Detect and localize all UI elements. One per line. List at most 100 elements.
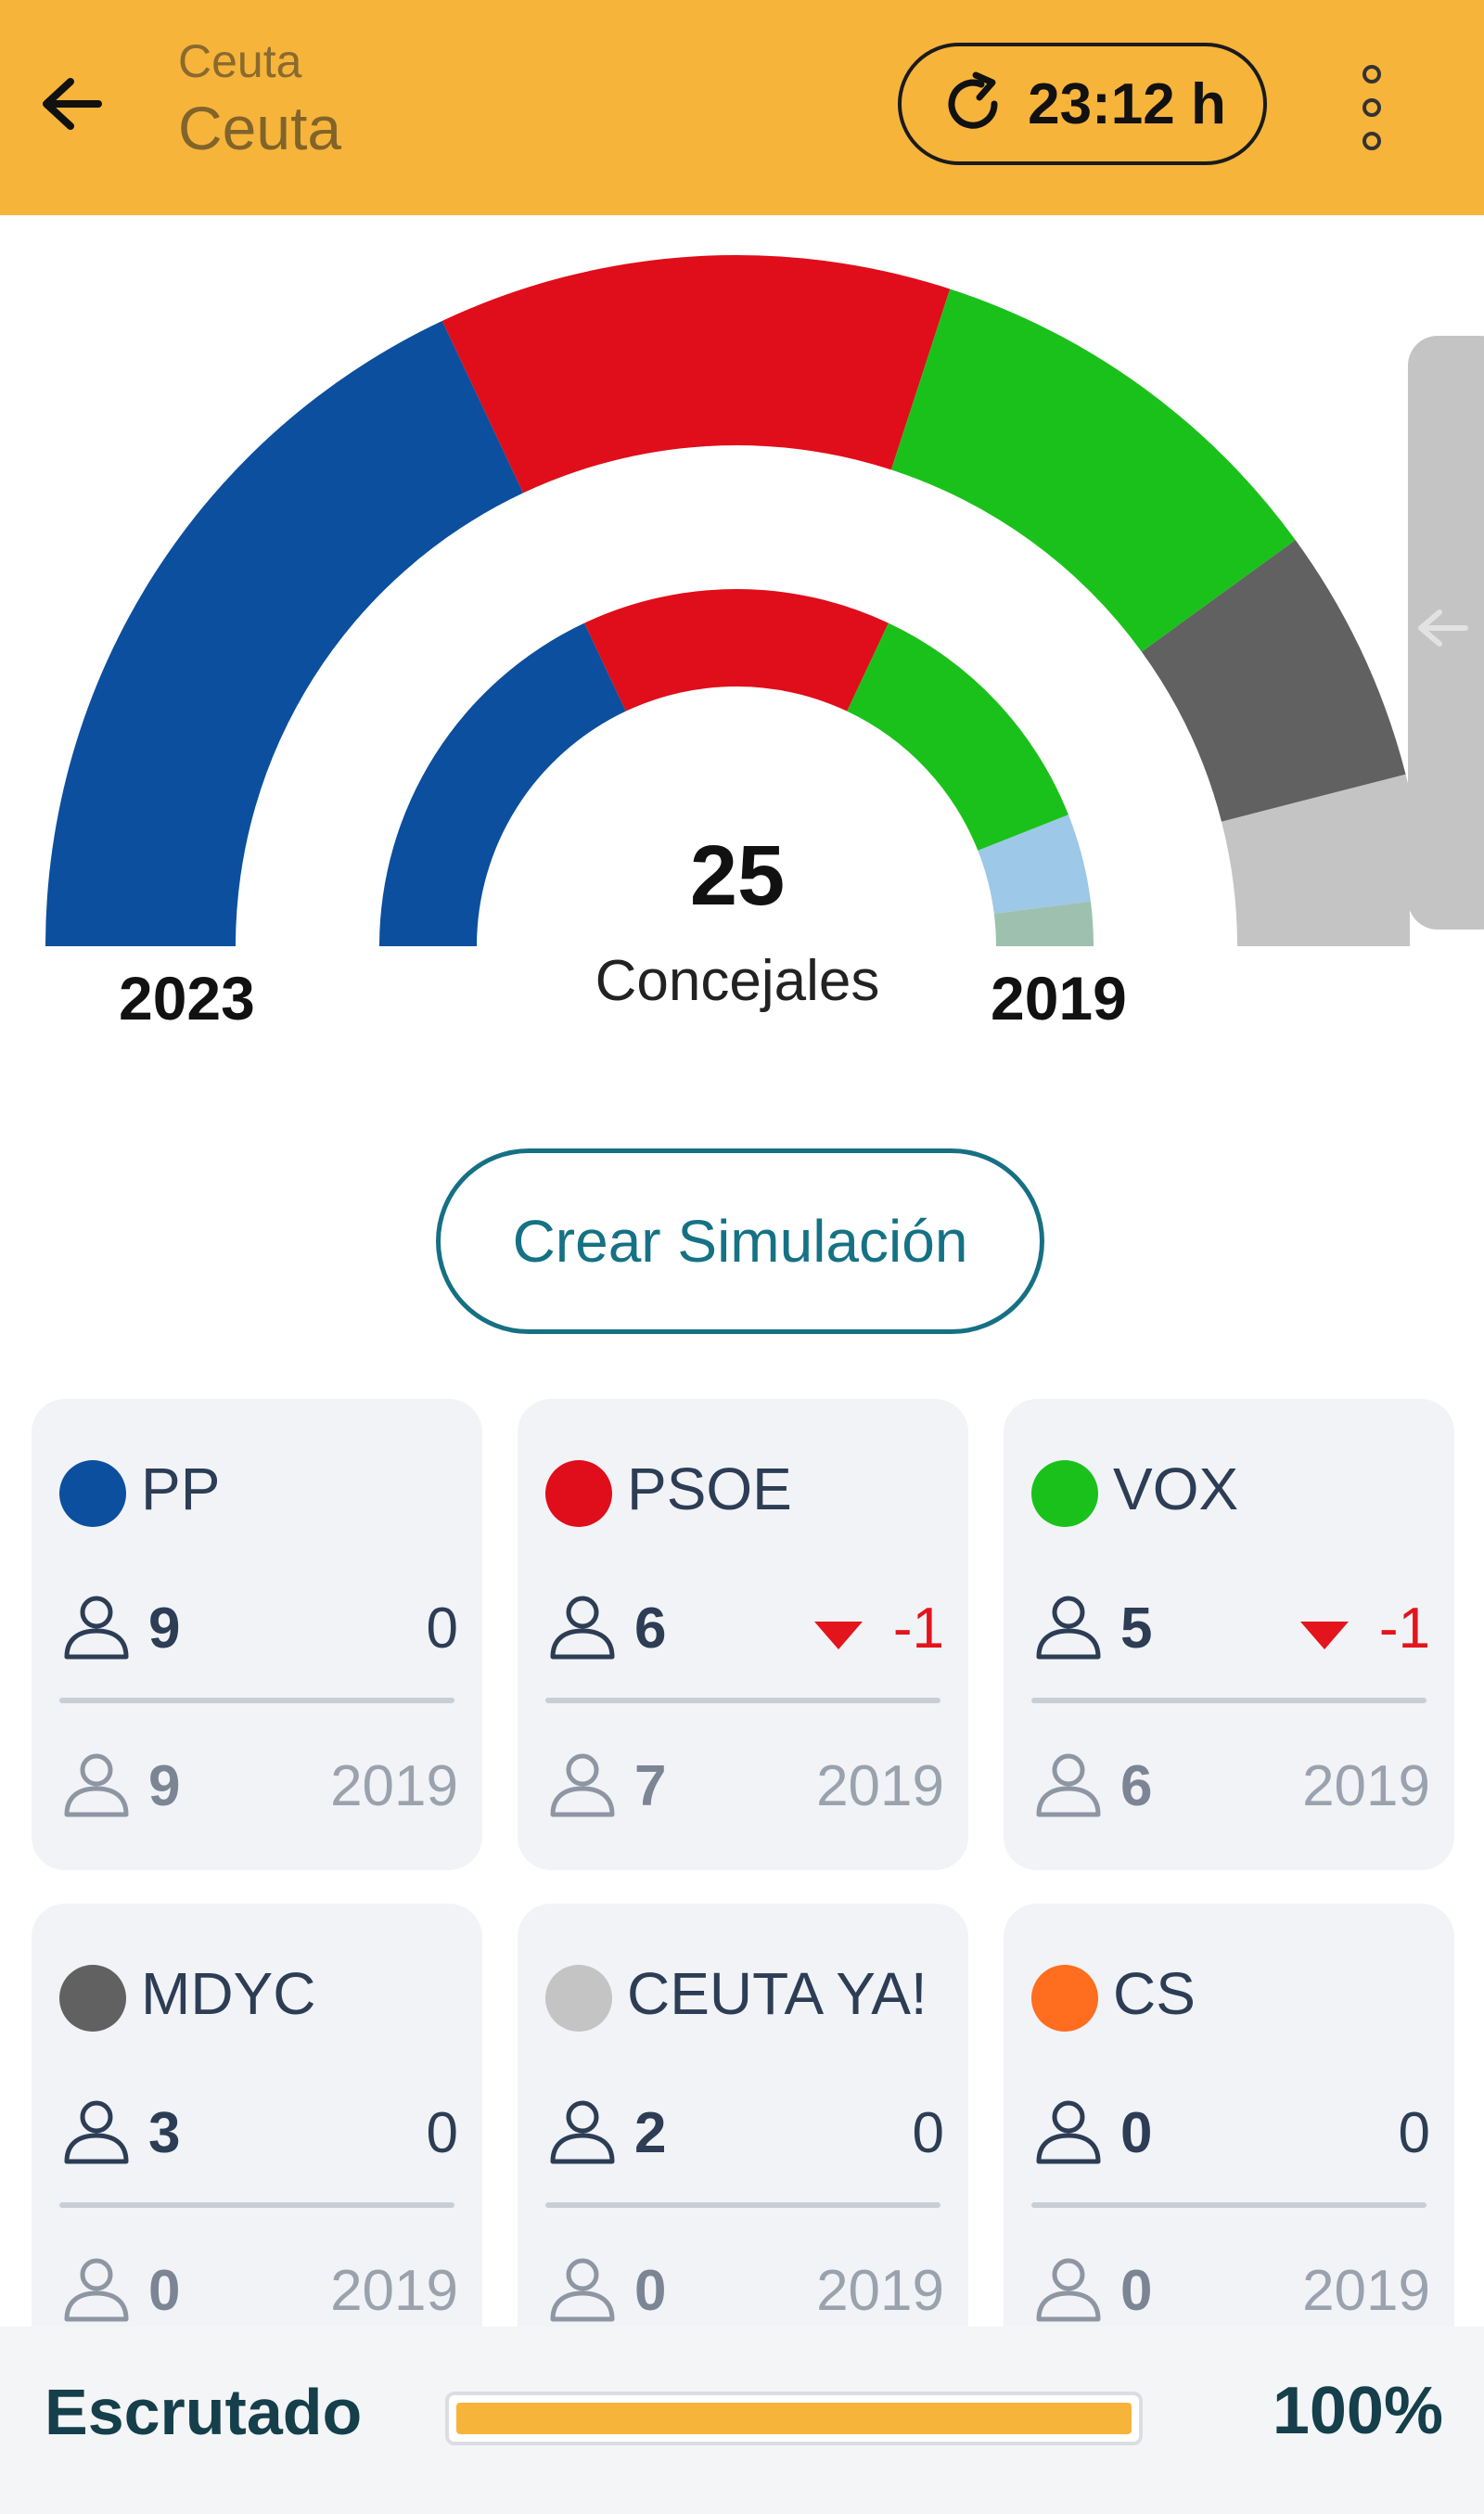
previous-seats: 7 — [634, 1754, 667, 1818]
party-card[interactable]: MDYC 3 0 0 2019 — [32, 1904, 482, 2327]
previous-seats: 6 — [1120, 1754, 1153, 1818]
seat-change: 0 — [1398, 2101, 1430, 2165]
user-icon — [64, 2258, 129, 2322]
inner-ring-year-label: 2019 — [991, 964, 1127, 1033]
user-icon — [64, 2100, 129, 2164]
header-title: Ceuta — [178, 94, 342, 162]
back-button[interactable] — [30, 59, 113, 148]
arrow-left-icon — [1418, 609, 1468, 647]
party-color-dot — [1031, 1460, 1098, 1527]
party-card[interactable]: PSOE 6 -1 7 2019 — [518, 1399, 968, 1870]
party-name: VOX — [1113, 1456, 1239, 1522]
scrutiny-percent: 100% — [1272, 2374, 1443, 2448]
seat-change: 0 — [426, 2101, 458, 2165]
create-simulation-button[interactable]: Crear Simulación — [436, 1148, 1044, 1334]
side-panel-handle[interactable] — [1408, 336, 1484, 930]
seat-segment-2019 — [847, 622, 1068, 851]
party-name: CS — [1113, 1960, 1196, 2027]
user-icon — [64, 1753, 129, 1817]
current-seats: 6 — [634, 1597, 667, 1661]
party-results-grid: PP 9 0 9 2019 PSOE 6 -1 7 2019 VOX 5 -1 6 2019 MDYC 3… — [32, 1399, 1454, 2327]
user-icon — [550, 1753, 615, 1817]
user-icon — [1036, 2100, 1101, 2164]
party-name: MDYC — [141, 1960, 316, 2027]
party-color-dot — [545, 1460, 612, 1527]
seat-segment-2019 — [584, 589, 889, 712]
current-seats: 3 — [148, 2101, 181, 2165]
user-icon — [550, 1596, 615, 1660]
current-seats: 9 — [148, 1597, 181, 1661]
previous-year: 2019 — [816, 2259, 944, 2323]
seat-segment-2023 — [1141, 540, 1406, 822]
previous-seats-row: 0 2019 — [59, 2252, 458, 2327]
previous-year: 2019 — [1302, 2259, 1430, 2323]
previous-seats: 0 — [634, 2259, 667, 2323]
triangle-down-icon — [814, 1622, 863, 1649]
seat-segment-2019 — [379, 622, 626, 946]
party-color-dot — [59, 1965, 126, 2032]
party-card[interactable]: CS 0 0 0 2019 — [1004, 1904, 1454, 2327]
scrutiny-footer: Escrutado 100% — [0, 2327, 1484, 2514]
previous-seats: 0 — [1120, 2259, 1153, 2323]
previous-year: 2019 — [816, 1754, 944, 1818]
current-seats: 2 — [634, 2101, 667, 2165]
current-seats: 5 — [1120, 1597, 1153, 1661]
app-header: Ceuta Ceuta 23:12 h — [0, 0, 1484, 215]
card-divider — [1031, 2202, 1426, 2208]
seat-segment-2023 — [1222, 774, 1410, 946]
current-seats: 0 — [1120, 2101, 1153, 2165]
arrow-left-icon — [43, 78, 102, 130]
more-vertical-icon — [1362, 65, 1381, 83]
previous-seats-row: 7 2019 — [545, 1748, 944, 1822]
previous-seats-row: 9 2019 — [59, 1748, 458, 1822]
scrutiny-progress-fill — [456, 2403, 1132, 2434]
party-name: CEUTA YA! — [627, 1960, 928, 2027]
total-seats-label: Concejales — [595, 949, 880, 1013]
current-seats-row: 5 -1 — [1031, 1590, 1430, 1664]
previous-seats: 9 — [148, 1754, 181, 1818]
refresh-icon — [948, 71, 998, 129]
party-card[interactable]: PP 9 0 9 2019 — [32, 1399, 482, 1870]
card-divider — [59, 1698, 454, 1703]
card-divider — [545, 1698, 940, 1703]
outer-ring-year-label: 2023 — [119, 964, 255, 1033]
previous-year: 2019 — [330, 1754, 458, 1818]
card-divider — [545, 2202, 940, 2208]
more-options-button[interactable] — [1339, 52, 1404, 163]
party-color-dot — [1031, 1965, 1098, 2032]
seat-change: 0 — [912, 2101, 944, 2165]
seat-change: -1 — [1378, 1597, 1430, 1661]
scrutiny-progress-bar — [445, 2392, 1143, 2445]
previous-seats: 0 — [148, 2259, 181, 2323]
seat-segment-2019 — [993, 901, 1094, 946]
header-subtitle: Ceuta — [178, 35, 302, 87]
party-card[interactable]: VOX 5 -1 6 2019 — [1004, 1399, 1454, 1870]
user-icon — [1036, 1753, 1101, 1817]
party-card[interactable]: CEUTA YA! 2 0 0 2019 — [518, 1904, 968, 2327]
user-icon — [550, 2258, 615, 2322]
scrutiny-label: Escrutado — [45, 2376, 363, 2448]
seat-segment-2023 — [45, 320, 524, 947]
seat-segment-2023 — [890, 289, 1296, 652]
user-icon — [550, 2100, 615, 2164]
refresh-button[interactable]: 23:12 h — [898, 43, 1267, 165]
party-name: PSOE — [627, 1456, 792, 1522]
seat-change: 0 — [426, 1597, 458, 1661]
previous-seats-row: 6 2019 — [1031, 1748, 1430, 1822]
party-color-dot — [59, 1460, 126, 1527]
user-icon — [1036, 2258, 1101, 2322]
triangle-down-icon — [1300, 1622, 1349, 1649]
user-icon — [1036, 1596, 1101, 1660]
previous-year: 2019 — [330, 2259, 458, 2323]
total-seats: 25 — [689, 828, 786, 923]
previous-seats-row: 0 2019 — [545, 2252, 944, 2327]
title-block: Ceuta Ceuta — [178, 33, 341, 167]
hemicycle-chart — [45, 254, 1410, 947]
seat-segment-2019 — [978, 814, 1091, 914]
previous-seats-row: 0 2019 — [1031, 2252, 1430, 2327]
party-name: PP — [141, 1456, 221, 1522]
refresh-time: 23:12 h — [1028, 71, 1226, 136]
previous-year: 2019 — [1302, 1754, 1430, 1818]
